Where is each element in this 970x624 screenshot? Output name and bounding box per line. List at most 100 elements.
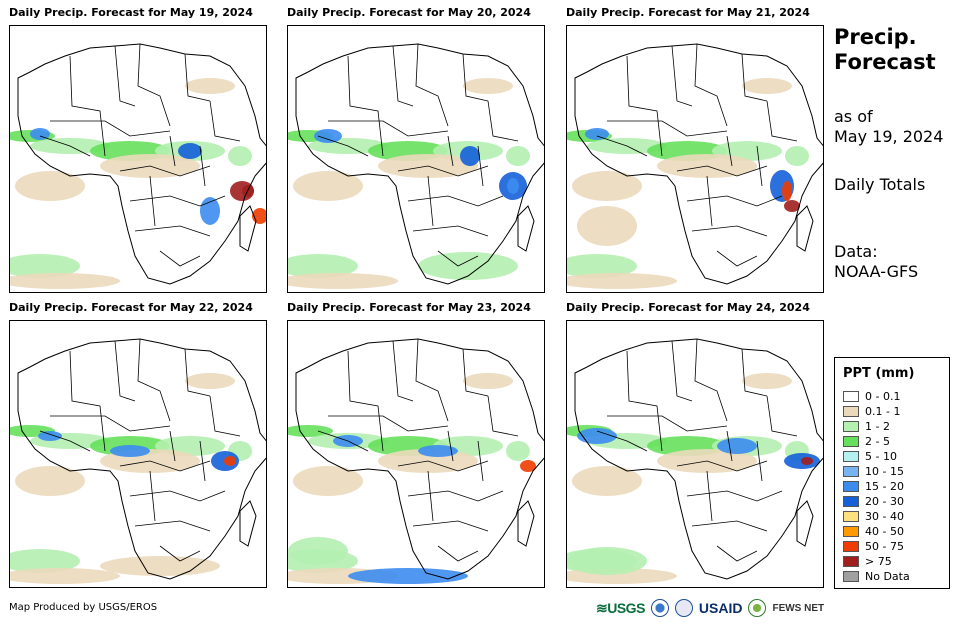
legend-label: 0.1 - 1: [865, 404, 901, 418]
country-border: [328, 120, 449, 137]
legend-item: 50 - 75: [843, 539, 904, 553]
as-of-date: May 19, 2024: [834, 127, 944, 146]
precip-area: [418, 252, 518, 280]
country-border: [169, 430, 176, 462]
globe-icon: [748, 599, 767, 617]
country-border: [407, 490, 504, 502]
country-border: [114, 45, 136, 107]
country-border: [137, 338, 171, 422]
precip-area: [314, 129, 342, 143]
precip-area: [506, 146, 530, 166]
legend-swatch: [843, 540, 859, 552]
precip-area: [507, 178, 519, 194]
country-border: [50, 415, 171, 432]
country-border: [427, 175, 434, 227]
country-border: [694, 338, 728, 422]
legend-item: 15 - 20: [843, 479, 904, 493]
country-border: [716, 545, 758, 562]
precip-area: [288, 537, 348, 565]
panel-title: Daily Precip. Forecast for May 21, 2024: [566, 6, 810, 19]
panel-title: Daily Precip. Forecast for May 19, 2024: [9, 6, 253, 19]
legend-label: 20 - 30: [865, 494, 904, 508]
legend-label: 0 - 0.1: [865, 389, 901, 403]
country-border: [447, 430, 454, 462]
precip-area: [577, 428, 617, 444]
legend-swatch: [843, 480, 859, 492]
legend-swatch: [843, 390, 859, 402]
country-border: [328, 415, 449, 432]
country-border: [184, 53, 211, 102]
country-border: [686, 195, 783, 207]
country-border: [427, 470, 434, 522]
legend-item: 10 - 15: [843, 464, 904, 478]
country-border: [317, 135, 369, 157]
country-border: [766, 100, 798, 142]
precip-area: [200, 197, 220, 225]
country-border: [607, 120, 728, 137]
precip-area: [577, 206, 637, 246]
country-border: [184, 348, 211, 397]
country-border: [756, 440, 763, 482]
country-border: [397, 460, 489, 472]
country-border: [437, 545, 479, 562]
country-border: [119, 165, 211, 177]
legend-item: 0 - 0.1: [843, 389, 900, 403]
country-border: [741, 348, 768, 397]
fews-net-logo: FEWS NET: [772, 602, 825, 614]
country-border: [50, 120, 171, 137]
madagascar-outline: [517, 205, 535, 252]
precip-area: [506, 441, 530, 461]
legend-swatch: [843, 555, 859, 567]
precip-area: [567, 273, 677, 289]
country-border: [119, 460, 211, 472]
country-border: [412, 520, 489, 532]
country-border: [397, 165, 489, 177]
legend-title: PPT (mm): [843, 366, 915, 381]
country-border: [462, 348, 489, 397]
country-border: [199, 145, 206, 187]
precip-area: [782, 181, 792, 201]
precip-map: [566, 320, 824, 588]
precip-area: [567, 254, 637, 278]
legend-swatch: [843, 450, 859, 462]
madagascar-outline: [517, 500, 535, 547]
legend-swatch: [843, 420, 859, 432]
country-border: [407, 195, 504, 207]
country-border: [129, 195, 226, 207]
precip-area: [717, 438, 757, 454]
africa-map: [288, 338, 544, 584]
legend-swatch: [843, 510, 859, 522]
africa-map: [567, 338, 823, 584]
page-title: Precip. Forecast: [834, 25, 936, 74]
precip-area: [418, 445, 458, 457]
country-border: [437, 250, 479, 267]
precip-area: [463, 78, 513, 94]
precip-area: [10, 568, 120, 584]
legend-item: 2 - 5: [843, 434, 890, 448]
dos-seal-icon: [674, 599, 693, 617]
precip-area: [10, 273, 120, 289]
country-border: [756, 145, 763, 187]
legend-swatch: [843, 525, 859, 537]
precip-area: [785, 146, 809, 166]
africa-map: [10, 338, 266, 584]
country-border: [159, 545, 201, 562]
precip-area: [801, 457, 813, 465]
country-border: [199, 440, 206, 482]
country-border: [134, 520, 211, 532]
legend-swatch: [843, 435, 859, 447]
country-border: [209, 100, 241, 142]
precip-area: [572, 171, 642, 201]
precip-area: [185, 373, 235, 389]
country-border: [114, 340, 136, 402]
legend-swatch: [843, 570, 859, 582]
country-border: [607, 415, 728, 432]
country-border: [209, 395, 241, 437]
country-border: [149, 175, 156, 227]
data-label: Data:: [834, 242, 878, 261]
country-border: [412, 225, 489, 237]
precip-area: [463, 373, 513, 389]
country-border: [347, 350, 384, 452]
country-border: [477, 440, 484, 482]
legend-label: > 75: [865, 554, 892, 568]
